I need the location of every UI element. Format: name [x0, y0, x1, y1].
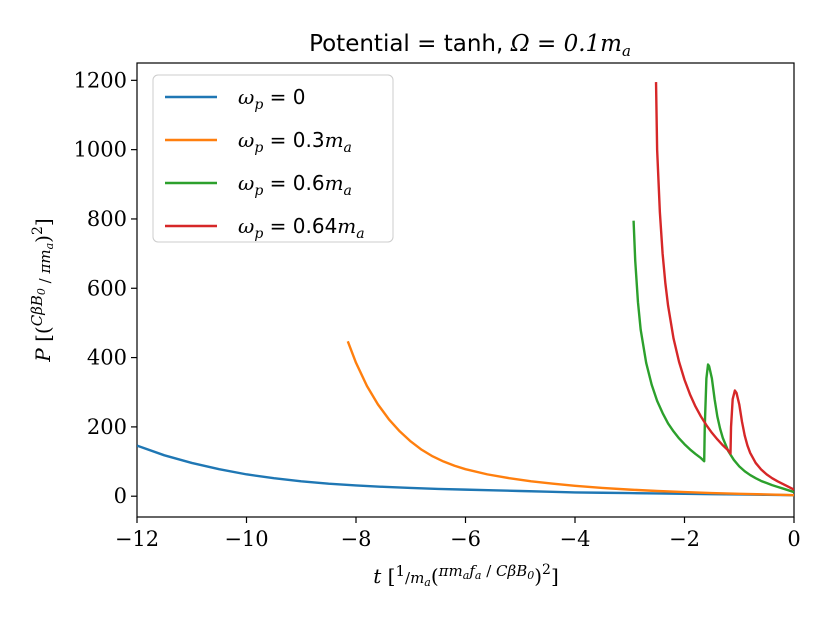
x-tick-label-0: −12 [115, 527, 159, 551]
legend-label-3: ωp = 0.64ma [238, 214, 365, 242]
y-axis-label: P [(CβB0 / πma)2] [28, 218, 56, 362]
legend-label-1: ωp = 0.3ma [238, 128, 352, 156]
y-tick-label-6: 1200 [74, 68, 127, 92]
svg-text:t [1/ma(πmafa / CβB0)2]: t [1/ma(πmafa / CβB0)2] [373, 562, 559, 589]
x-tick-label-1: −10 [224, 527, 268, 551]
x-tick-label-6: 0 [787, 527, 800, 551]
legend: ωp = 0 ωp = 0.3ma ωp = 0.6ma ωp = 0.64ma [152, 74, 394, 243]
chart-title-math: Ω = 0.1m [510, 31, 622, 57]
legend-box [152, 74, 394, 243]
x-tick-label-3: −6 [450, 527, 481, 551]
x-tick-label-4: −4 [560, 527, 591, 551]
chart-title: Potential = tanh, Ω = 0.1ma [309, 31, 631, 60]
ticks-group: −12 −10 −8 −6 −4 −2 0 0 200 400 600 800 1000 1200 [74, 68, 801, 551]
series-line-0 [137, 444, 794, 497]
y-tick-label-3: 600 [87, 276, 127, 300]
legend-label-0: ωp = 0 [238, 85, 306, 113]
legend-items: ωp = 0 ωp = 0.3ma ωp = 0.6ma ωp = 0.64ma [165, 85, 365, 242]
y-tick-label-4: 800 [87, 207, 127, 231]
y-tick-label-2: 400 [87, 346, 127, 370]
chart-title-math-sub: a [622, 42, 631, 60]
x-axis-label: t [1/ma(πmafa / CβB0)2] [373, 562, 559, 589]
svg-text:P [(CβB0 / πma)2]: P [(CβB0 / πma)2] [28, 218, 56, 362]
x-tick-label-2: −8 [341, 527, 372, 551]
y-tick-label-0: 0 [114, 484, 127, 508]
chart-title-prefix: Potential = tanh, [309, 31, 511, 57]
series-group [137, 82, 794, 497]
series-line-3 [654, 82, 794, 491]
x-tick-label-5: −2 [669, 527, 700, 551]
legend-label-2: ωp = 0.6ma [238, 171, 352, 199]
series-line-1 [346, 340, 794, 497]
series-line-2 [632, 220, 794, 494]
y-tick-label-1: 200 [87, 415, 127, 439]
y-tick-label-5: 1000 [74, 138, 127, 162]
